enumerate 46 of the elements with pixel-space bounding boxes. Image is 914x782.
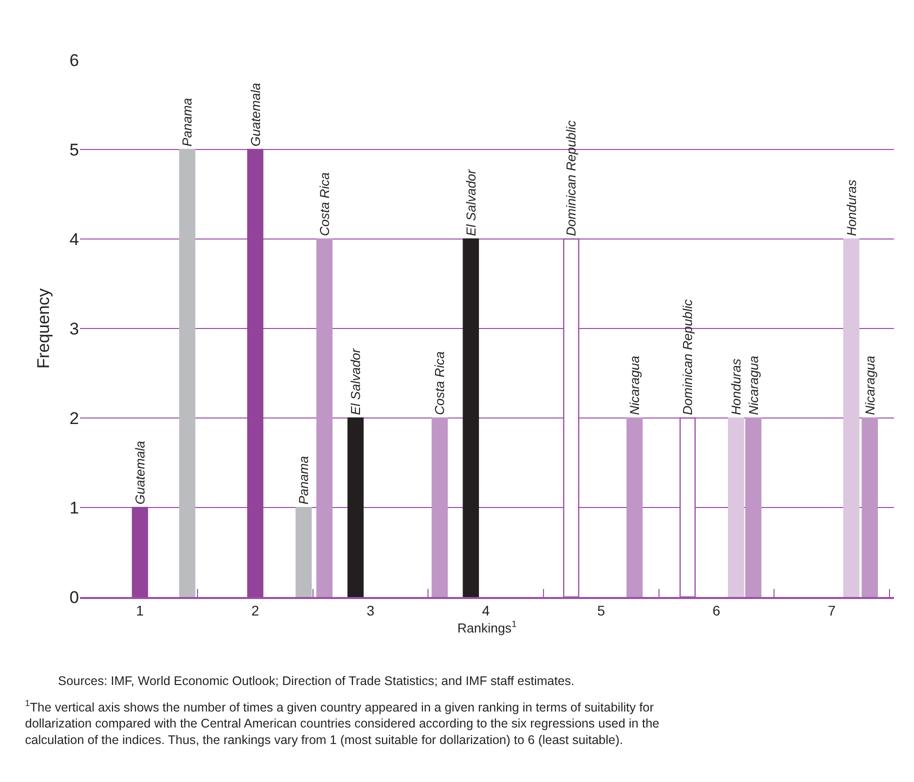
y-tick-label: 0 [70, 588, 79, 607]
text: Guatemala [248, 82, 263, 146]
bar [179, 148, 196, 597]
bar [626, 417, 643, 597]
x-axis-title: Rankings$^{1}$ [457, 619, 517, 636]
text: Honduras [728, 358, 744, 415]
text: Nicaragua [627, 356, 642, 415]
text: $^{1}$The vertical axis shows the number of times a given country appeared in a given ranking in terms of suitability for dollarization compared with the Central American countries considered according to the six regressions used in the calculation of the indices. Thus, the rankings vary from 1 (most suitable for dollarization) to 6 (least suitable). [25, 698, 660, 747]
bar [432, 417, 448, 597]
text: Dominican Republic [564, 120, 579, 236]
x-tick-label: 7 [828, 602, 836, 619]
y-tick-label: 3 [70, 319, 79, 338]
text: Dominican Republic [680, 299, 696, 415]
source-note: Sources: IMF, World Economic Outlook; Direction of Trade Statistics; and IMF staff estimates. [58, 674, 574, 688]
text: Panama [180, 98, 195, 146]
x-tick-label: 1 [136, 602, 144, 619]
y-tick-label: 4 [70, 230, 79, 249]
bar [247, 148, 264, 597]
x-tick-label: 5 [597, 602, 606, 619]
bar [296, 506, 312, 597]
bar [316, 238, 333, 597]
y-axis-title: Frequency [34, 288, 54, 369]
bar [745, 417, 762, 597]
text: El Salvador [348, 348, 364, 415]
x-tick-label: 2 [251, 602, 260, 619]
x-tick-label: 6 [712, 602, 721, 619]
text: Nicaragua [862, 356, 878, 415]
text: Nicaragua [746, 356, 761, 415]
y-tick-label: 2 [70, 408, 79, 428]
x-tick-label: 3 [366, 602, 375, 619]
bar [347, 417, 364, 597]
bar [462, 238, 479, 597]
y-tick-label: 1 [70, 498, 79, 518]
text: El Salvador [463, 170, 478, 236]
text: Costa Rica [316, 172, 332, 236]
text: Panama [296, 456, 312, 504]
text: Guatemala [132, 440, 148, 504]
y-tick-label: 6 [70, 50, 79, 70]
bar [132, 506, 148, 597]
bar [862, 417, 878, 597]
bar [728, 417, 744, 597]
y-tick-label: 5 [70, 140, 79, 160]
bar [843, 238, 860, 597]
text: Honduras [844, 180, 859, 236]
text: Costa Rica [432, 351, 448, 415]
x-tick-label: 4 [482, 602, 490, 619]
